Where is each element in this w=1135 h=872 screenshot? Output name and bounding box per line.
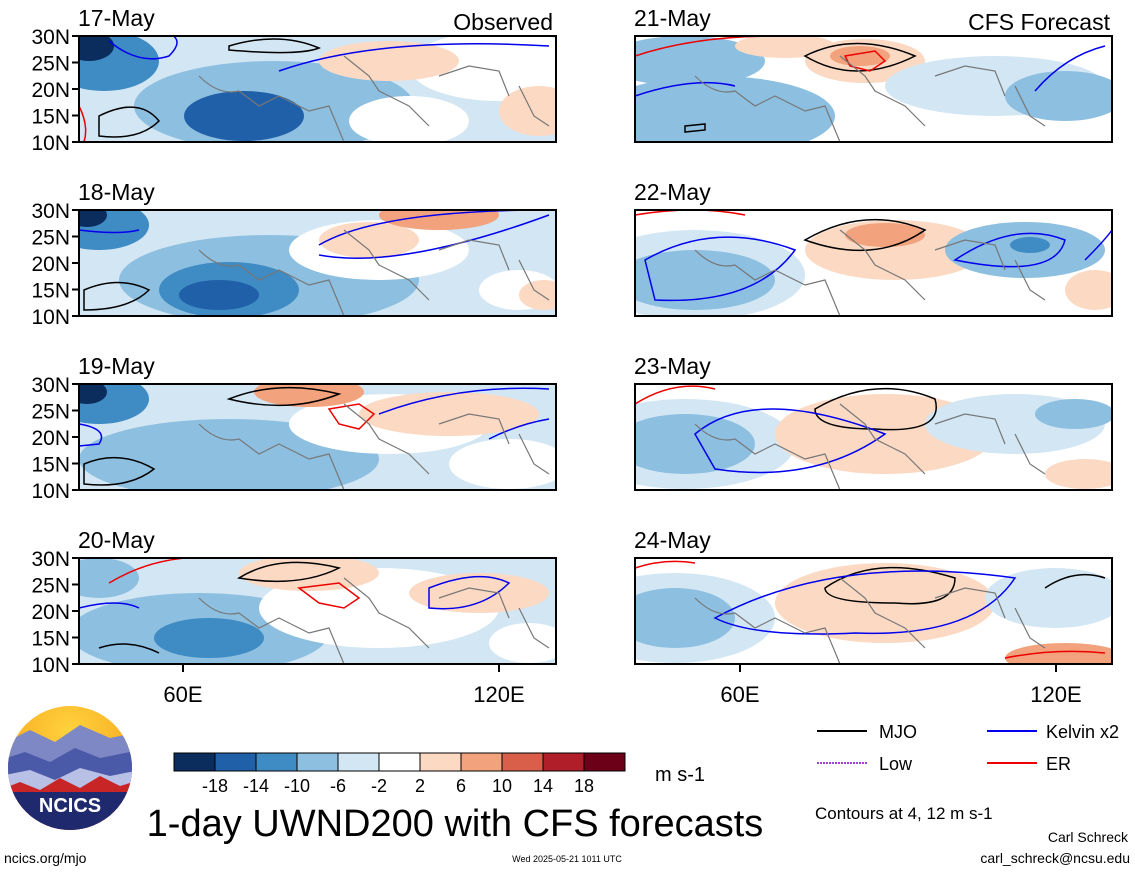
colorbar-swatch <box>419 752 462 772</box>
colorbar-tick-label: -6 <box>330 776 346 796</box>
panel-date: 18-May <box>78 179 155 205</box>
cfs-forecast-label: CFS Forecast <box>968 9 1110 35</box>
lat-label: 25N <box>31 401 70 424</box>
map-panel-observed-1: 17-May <box>78 5 557 143</box>
map-panel-observed-4: 20-May <box>78 527 557 665</box>
lon-label-120e-left: 120E <box>473 682 524 707</box>
lat-label: 30N <box>31 374 70 397</box>
lat-label: 20N <box>31 427 70 450</box>
panel-date: 23-May <box>634 353 711 379</box>
map-panel-forecast-3: 23-May <box>634 353 1113 491</box>
colorbar-tick-label: 18 <box>574 776 594 796</box>
map-panel-observed-2: 18-May <box>78 179 557 317</box>
author-email: carl_schreck@ncsu.edu <box>980 850 1130 866</box>
contour-note: Contours at 4, 12 m s-1 <box>815 804 993 823</box>
colorbar-tick-label: 14 <box>533 776 553 796</box>
lat-label: 10N <box>31 306 70 329</box>
lat-label: 20N <box>31 79 70 102</box>
legend-label-low: Low <box>879 754 913 774</box>
site-url: ncics.org/mjo <box>4 850 87 866</box>
lat-label: 15N <box>31 106 70 129</box>
colorbar-unit: m s-1 <box>655 764 705 786</box>
lat-label: 15N <box>31 280 70 303</box>
lon-label-120e-right: 120E <box>1030 682 1081 707</box>
lon-label-60e-right: 60E <box>720 682 759 707</box>
legend-label-kelvin: Kelvin x2 <box>1046 722 1119 742</box>
colorbar: -18 -14 -10 -6 -2 2 6 10 14 18 <box>173 752 626 796</box>
map-panel-observed-3: 19-May <box>78 353 557 491</box>
ncics-logo: NCICS <box>8 706 132 830</box>
lat-label: 30N <box>31 548 70 571</box>
logo-text: NCICS <box>39 795 101 817</box>
colorbar-swatch <box>583 752 626 772</box>
colorbar-swatch <box>378 752 421 772</box>
colorbar-swatch <box>337 752 380 772</box>
latitude-axis-labels: 30N 25N 20N 15N 10N 30N 25N 20N 15N 10N 30N 25N 20N 1… <box>31 26 79 677</box>
colorbar-swatch <box>460 752 503 772</box>
map-panel-forecast-2: 22-May <box>634 179 1113 317</box>
map-panel-forecast-1: 21-May <box>634 5 1113 143</box>
lat-label: 20N <box>31 253 70 276</box>
panel-date: 19-May <box>78 353 155 379</box>
lat-label: 25N <box>31 575 70 598</box>
colorbar-tick-label: -14 <box>243 776 269 796</box>
panel-date: 20-May <box>78 527 155 553</box>
lat-label: 10N <box>31 132 70 155</box>
legend-label-mjo: MJO <box>879 722 917 742</box>
colorbar-tick-label: -18 <box>202 776 228 796</box>
colorbar-tick-label: -2 <box>371 776 387 796</box>
lat-label: 10N <box>31 654 70 677</box>
lat-label: 15N <box>31 454 70 477</box>
colorbar-swatch <box>173 752 216 772</box>
colorbar-tick-label: 2 <box>415 776 425 796</box>
legend-label-er: ER <box>1046 754 1071 774</box>
colorbar-tick-label: 6 <box>456 776 466 796</box>
panel-date: 21-May <box>634 5 711 31</box>
colorbar-swatch <box>542 752 585 772</box>
lon-ticks <box>182 664 1057 672</box>
map-panel-forecast-4: 24-May <box>634 527 1113 665</box>
panel-date: 17-May <box>78 5 155 31</box>
colorbar-tick-label: -10 <box>284 776 310 796</box>
colorbar-swatch <box>255 752 298 772</box>
main-title: 1-day UWND200 with CFS forecasts <box>147 803 764 845</box>
lat-label: 15N <box>31 628 70 651</box>
author-name: Carl Schreck <box>1048 829 1129 845</box>
legend: MJO Kelvin x2 Low ER Contours at 4, 12 m… <box>815 722 1119 823</box>
lat-label: 25N <box>31 53 70 76</box>
lat-label: 10N <box>31 480 70 503</box>
lon-label-60e-left: 60E <box>163 682 202 707</box>
colorbar-tick-label: 10 <box>492 776 512 796</box>
lat-label: 20N <box>31 601 70 624</box>
colorbar-swatch <box>501 752 544 772</box>
colorbar-swatch <box>214 752 257 772</box>
panel-date: 22-May <box>634 179 711 205</box>
timestamp: Wed 2025-05-21 1011 UTC <box>512 854 622 864</box>
colorbar-swatch <box>296 752 339 772</box>
lat-label: 30N <box>31 200 70 223</box>
lat-label: 30N <box>31 26 70 49</box>
observed-label: Observed <box>453 9 553 35</box>
lat-label: 25N <box>31 227 70 250</box>
panel-date: 24-May <box>634 527 711 553</box>
